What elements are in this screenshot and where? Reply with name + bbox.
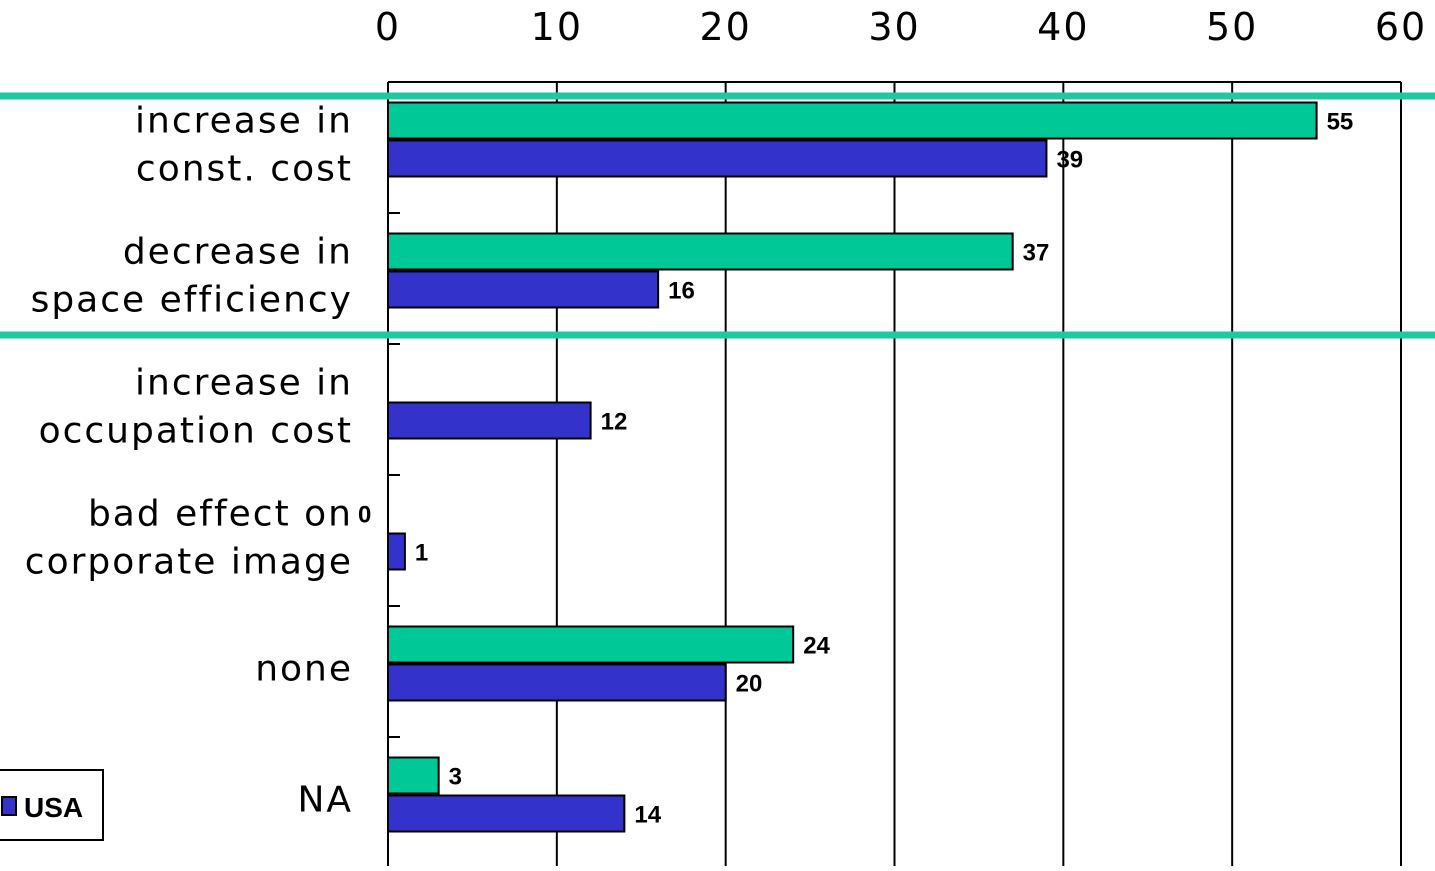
legend-swatch-usa — [1, 796, 17, 816]
x-tick-label: 60 — [1375, 5, 1427, 49]
legend-box — [0, 769, 104, 841]
x-tick-label: 20 — [699, 5, 751, 49]
data-label: 3 — [449, 764, 462, 791]
category-label: NA — [297, 780, 353, 821]
legend-label-usa: USA — [24, 792, 83, 823]
category-label: occupation cost — [39, 411, 353, 452]
x-tick-label: 10 — [531, 5, 583, 49]
data-label: 24 — [803, 633, 830, 660]
bar — [387, 756, 440, 795]
category-label: increase in — [135, 363, 353, 404]
data-label: 20 — [736, 671, 763, 698]
x-tick-label: 30 — [868, 5, 920, 49]
data-label: 12 — [601, 409, 628, 436]
bar — [387, 401, 592, 440]
category-label: decrease in — [123, 232, 353, 273]
data-label: 14 — [634, 802, 661, 829]
data-label: 37 — [1023, 240, 1050, 267]
bar — [387, 794, 626, 833]
data-label: 55 — [1327, 109, 1354, 136]
bar — [387, 101, 1318, 140]
x-tick-label: 40 — [1037, 5, 1089, 49]
bar — [387, 532, 406, 571]
category-label: none — [255, 649, 353, 690]
category-label: corporate image — [25, 542, 353, 583]
data-label: 39 — [1056, 147, 1083, 174]
category-label: increase in — [135, 101, 353, 142]
data-label: 1 — [415, 540, 428, 567]
x-tick-label: 0 — [375, 5, 401, 49]
bar — [387, 663, 727, 702]
category-label: space efficiency — [31, 280, 353, 321]
x-tick-label: 50 — [1206, 5, 1258, 49]
bar — [387, 270, 660, 309]
data-label: 0 — [358, 502, 371, 529]
bar — [387, 232, 1014, 271]
category-label: const. cost — [136, 149, 353, 190]
data-label: 16 — [668, 278, 695, 305]
bar — [387, 139, 1048, 178]
category-label: bad effect on — [88, 494, 353, 535]
bar — [387, 625, 795, 664]
